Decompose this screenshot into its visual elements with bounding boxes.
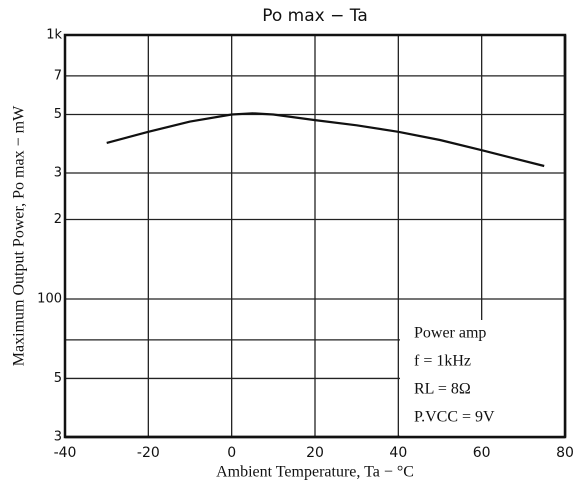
x-tick-label: -40 <box>54 445 77 461</box>
y-tick-label: 1k <box>46 28 62 43</box>
x-tick-label: -20 <box>137 445 160 461</box>
x-tick-label: 60 <box>473 445 491 461</box>
y-tick-label: 100 <box>37 291 62 306</box>
x-tick-label: 80 <box>556 445 574 461</box>
chart-title: Po max − Ta <box>262 6 368 26</box>
data-line <box>106 112 545 168</box>
annotation: Power amp <box>414 325 486 342</box>
y-tick-label: 5 <box>54 371 62 386</box>
x-tick-label: 0 <box>227 445 236 461</box>
y-tick-label: 2 <box>54 212 62 227</box>
y-tick-label: 5 <box>54 107 62 122</box>
annotation: P.VCC = 9V <box>414 409 495 426</box>
annotation: f = 1kHz <box>414 353 471 370</box>
x-axis-label: Ambient Temperature, Ta − °C <box>216 464 414 481</box>
annotation: RL = 8Ω <box>414 381 471 398</box>
x-tick-label: 40 <box>389 445 407 461</box>
y-tick-label: 3 <box>54 430 62 445</box>
x-tick-label: 20 <box>306 445 324 461</box>
y-tick-label: 3 <box>54 166 62 181</box>
y-tick-label: 7 <box>54 68 62 83</box>
y-axis-label: Maximum Output Power, Po max − mW <box>11 105 28 366</box>
annotation-box <box>400 320 565 437</box>
